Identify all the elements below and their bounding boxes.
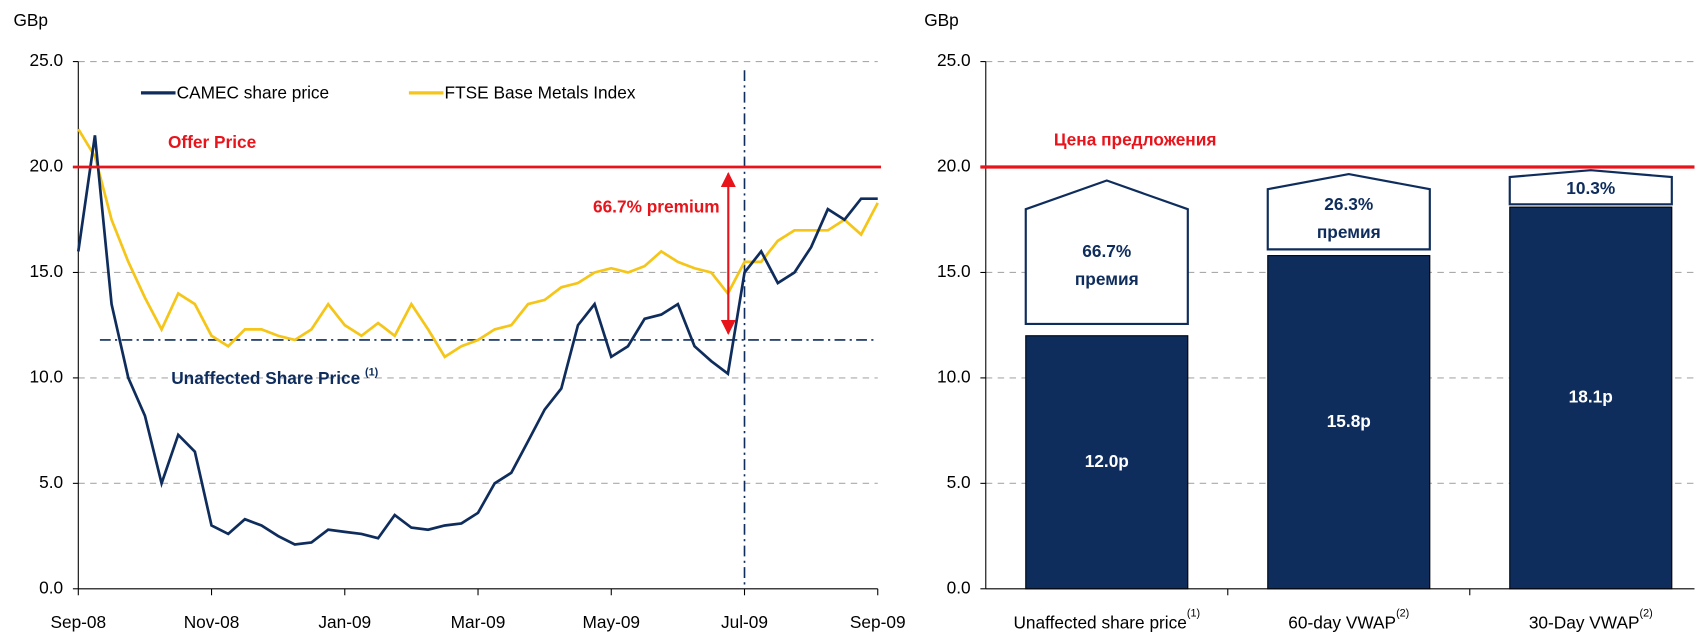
- premium-label: 66.7%: [1082, 241, 1131, 261]
- premium-box: [1024, 179, 1189, 325]
- y-tick-label: 20.0: [30, 156, 64, 176]
- footnote-mark: (1): [1187, 607, 1200, 619]
- offer-label: Цена предложения: [1054, 130, 1217, 150]
- y-axis-label: GBp: [13, 10, 48, 30]
- y-tick-label: 15.0: [30, 261, 64, 281]
- footnote-mark: (2): [1396, 607, 1409, 619]
- x-tick-label-text: Unaffected share price: [1013, 612, 1186, 632]
- premium-label: 26.3%: [1324, 194, 1373, 214]
- legend-label: CAMEC share price: [177, 83, 330, 103]
- x-tick-label: Mar-09: [451, 612, 506, 632]
- bar-value-label: 15.8p: [1327, 411, 1371, 431]
- y-axis-label: GBp: [924, 10, 959, 30]
- unaffected-label-text: Unaffected Share Price: [171, 367, 360, 387]
- premium-box: [1266, 173, 1431, 251]
- premium-box: [1508, 169, 1673, 206]
- premium-word: премия: [1075, 269, 1139, 289]
- y-tick-label: 10.0: [937, 366, 971, 386]
- series-line: [76, 135, 878, 546]
- offer-label: Offer Price: [168, 132, 257, 152]
- y-tick-label: 25.0: [30, 50, 64, 70]
- unaffected-label: Unaffected Share Price (1): [171, 366, 378, 387]
- y-tick-label: 0.0: [947, 577, 971, 597]
- bar-value-label: 18.1p: [1569, 386, 1613, 406]
- y-tick-label: 5.0: [947, 472, 971, 492]
- x-tick-label-text: 30-Day VWAP: [1529, 612, 1640, 632]
- y-tick-label: 10.0: [30, 366, 64, 386]
- y-tick-label: 0.0: [39, 577, 63, 597]
- x-tick-label: Unaffected share price(1): [1013, 607, 1200, 631]
- premium-label: 66.7% premium: [593, 197, 720, 217]
- series-line: [77, 128, 879, 359]
- bar: [1025, 335, 1189, 590]
- y-tick-label: 20.0: [937, 156, 971, 176]
- x-tick-label: Jul-09: [721, 612, 768, 632]
- bar: [1267, 255, 1431, 590]
- premium-word: премия: [1317, 222, 1381, 242]
- y-tick-label: 25.0: [937, 50, 971, 70]
- y-tick-label: 15.0: [937, 261, 971, 281]
- x-tick-label: Jan-09: [318, 612, 371, 632]
- y-tick-label: 5.0: [39, 472, 63, 492]
- x-tick-label-text: 60-day VWAP: [1288, 612, 1396, 632]
- legend-label: FTSE Base Metals Index: [445, 83, 636, 103]
- x-tick-label: 60-day VWAP(2): [1288, 607, 1409, 631]
- footnote-mark: (2): [1640, 607, 1653, 619]
- x-tick-label: Sep-09: [850, 612, 906, 632]
- bar-value-label: 12.0p: [1085, 451, 1129, 471]
- premium-label: 10.3%: [1566, 178, 1615, 198]
- x-tick-label: May-09: [582, 612, 640, 632]
- x-tick-label: 30-Day VWAP(2): [1529, 607, 1653, 631]
- bar: [1509, 206, 1673, 590]
- footnote-mark: (1): [365, 366, 379, 378]
- x-tick-label: Nov-08: [184, 612, 240, 632]
- x-tick-label: Sep-08: [50, 612, 106, 632]
